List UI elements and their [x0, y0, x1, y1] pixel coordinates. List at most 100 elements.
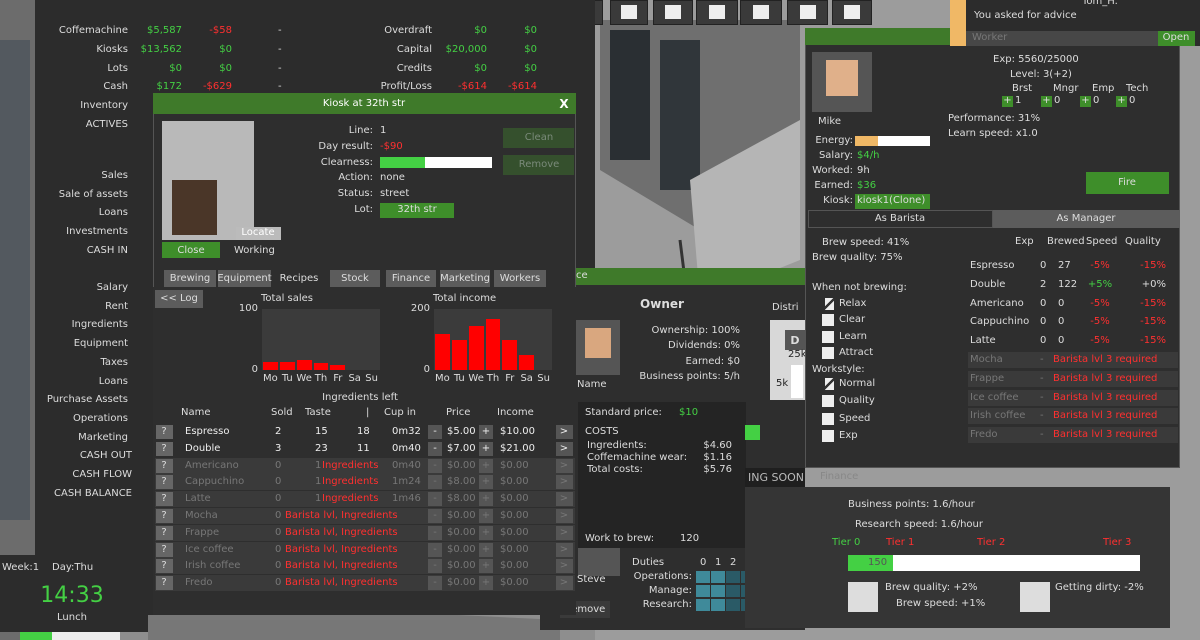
tab[interactable] [274, 270, 324, 287]
button-label[interactable]: - [433, 510, 437, 521]
plus-button[interactable] [479, 576, 493, 591]
checkbox-label[interactable]: Speed [839, 412, 871, 424]
go-button[interactable] [556, 441, 573, 456]
help-label[interactable]: ? [161, 560, 167, 572]
help-label[interactable]: ? [161, 476, 167, 488]
action-button[interactable] [503, 155, 574, 175]
help-button[interactable] [156, 542, 173, 557]
minus-button[interactable] [428, 576, 442, 591]
tab-label[interactable]: Marketing [440, 273, 490, 284]
locate-button[interactable] [236, 227, 281, 240]
skill-plus-button[interactable] [1002, 96, 1013, 107]
button-label[interactable]: > [559, 577, 569, 589]
minus-button[interactable] [428, 509, 442, 523]
button-label[interactable]: + [481, 526, 491, 538]
go-button[interactable] [556, 576, 573, 591]
button-label[interactable]: > [559, 476, 569, 488]
skill-plus-button[interactable] [1041, 96, 1052, 107]
checkbox[interactable] [822, 412, 834, 425]
plus-button[interactable] [479, 425, 493, 439]
plus-button[interactable] [479, 492, 493, 507]
tab[interactable] [164, 270, 216, 287]
help-button[interactable] [156, 492, 173, 507]
button-label[interactable]: Locate [241, 227, 275, 238]
lot-button[interactable] [380, 203, 454, 218]
plus-button[interactable] [479, 475, 493, 490]
go-button[interactable] [556, 509, 573, 523]
button-label[interactable]: Open [1162, 32, 1190, 43]
tab-label[interactable]: Workers [499, 273, 541, 284]
button-label[interactable]: Fire [1118, 177, 1136, 188]
tab-label[interactable]: Finance [391, 273, 431, 284]
checkbox-label[interactable]: Normal [839, 378, 876, 389]
minus-button[interactable] [428, 475, 442, 490]
button-label[interactable]: + [481, 543, 491, 555]
fire-button[interactable] [1086, 172, 1169, 194]
tab-label[interactable]: Brewing [169, 273, 211, 284]
help-button[interactable] [156, 458, 173, 473]
skill-plus-button[interactable] [1080, 96, 1091, 107]
tab[interactable] [440, 270, 490, 287]
checkbox-label[interactable]: Relax [839, 298, 867, 309]
checkbox-label[interactable]: Learn [839, 330, 867, 342]
tab[interactable] [993, 210, 1180, 228]
go-button[interactable] [556, 458, 573, 473]
checkbox-label[interactable]: Exp [839, 429, 858, 441]
toolbar-button[interactable] [653, 0, 693, 25]
button-label[interactable]: + [1117, 95, 1126, 106]
kiosk-button[interactable] [855, 194, 930, 209]
button-label[interactable]: + [481, 560, 491, 572]
help-button[interactable] [156, 509, 173, 523]
button-label[interactable]: Clean [524, 132, 554, 143]
checkbox[interactable] [822, 347, 834, 360]
checkbox[interactable] [822, 330, 834, 343]
checkbox[interactable] [822, 429, 834, 442]
help-button[interactable] [156, 441, 173, 456]
button-label[interactable]: > [559, 543, 569, 555]
button-label[interactable]: + [481, 510, 491, 521]
help-button[interactable] [156, 475, 173, 490]
tab[interactable] [386, 270, 436, 287]
plus-button[interactable] [479, 458, 493, 473]
tab-label[interactable]: Equipment [217, 273, 272, 284]
tab[interactable] [330, 270, 380, 287]
button-label[interactable]: > [559, 442, 569, 454]
button-label[interactable]: - [433, 459, 437, 471]
tab[interactable] [494, 270, 546, 287]
help-label[interactable]: ? [161, 442, 167, 454]
minus-button[interactable] [428, 525, 442, 540]
minus-button[interactable] [428, 492, 442, 507]
checkbox-label[interactable]: Attract [839, 347, 874, 359]
action-button[interactable] [503, 128, 574, 148]
button-label[interactable]: + [481, 442, 491, 454]
button-label[interactable]: > [559, 459, 569, 471]
help-label[interactable]: ? [161, 493, 167, 505]
tab-label[interactable]: Recipes [279, 273, 319, 284]
tab-label[interactable]: Stock [341, 273, 369, 284]
button-label[interactable]: - [433, 426, 437, 437]
button-label[interactable]: > [559, 510, 569, 521]
button-label[interactable]: - [433, 442, 437, 454]
button-label[interactable]: + [1003, 95, 1012, 106]
button-label[interactable]: + [1042, 95, 1051, 106]
checkbox[interactable] [822, 395, 834, 408]
open-button[interactable] [1158, 31, 1195, 46]
help-button[interactable] [156, 576, 173, 591]
help-label[interactable]: ? [161, 526, 167, 538]
button-label[interactable]: > [559, 560, 569, 572]
plus-button[interactable] [479, 559, 493, 574]
help-label[interactable]: ? [161, 459, 167, 471]
button-label[interactable]: Remove [564, 604, 606, 615]
checkbox[interactable] [822, 298, 834, 310]
button-label[interactable]: > [559, 526, 569, 538]
checkbox[interactable] [822, 378, 834, 390]
go-button[interactable] [556, 542, 573, 557]
button-label[interactable]: + [481, 493, 491, 505]
close-button[interactable] [162, 242, 220, 258]
minus-button[interactable] [428, 425, 442, 439]
button-label[interactable]: > [559, 493, 569, 505]
go-button[interactable] [556, 492, 573, 507]
button-label[interactable]: + [481, 426, 491, 437]
go-button[interactable] [556, 425, 573, 439]
skill-plus-button[interactable] [1116, 96, 1127, 107]
